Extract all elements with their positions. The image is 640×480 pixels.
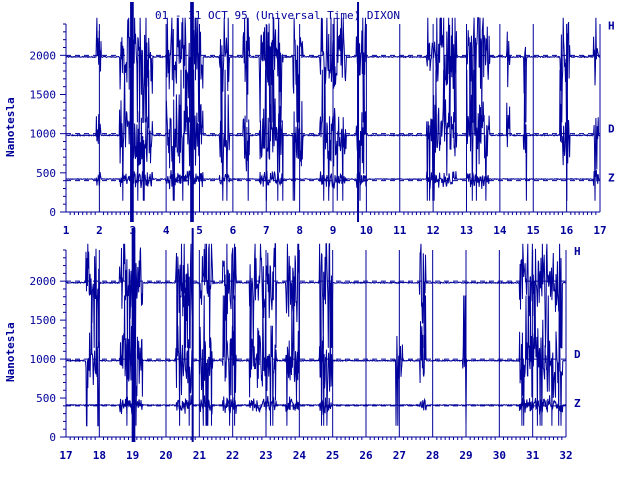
y-tick-label: 2000: [30, 49, 57, 62]
chart-title: 01 - 31 OCT 95 (Universal Time) DIXON: [155, 9, 400, 22]
y-tick-label: 2000: [30, 275, 57, 288]
series-label-D: D: [574, 348, 581, 361]
y-axis-label-top: Nanotesla: [4, 97, 17, 157]
x-tick-label: 9: [330, 224, 337, 237]
x-tick-label: 12: [427, 224, 440, 237]
x-tick-label: 16: [560, 224, 574, 237]
x-tick-label: 17: [593, 224, 606, 237]
x-tick-label: 6: [230, 224, 237, 237]
x-tick-label: 24: [293, 449, 307, 462]
y-tick-label: 0: [49, 431, 56, 444]
x-tick-label: 30: [493, 449, 506, 462]
panel-oct-17-32: 0 500 1000 1500 2000 17 18 19 20 21 22 23 24 25 26 27 28…: [30, 228, 581, 462]
y-tick-label: 500: [36, 392, 56, 405]
x-tick-label: 14: [493, 224, 507, 237]
x-tick-label: 4: [163, 224, 170, 237]
x-tick-label: 13: [460, 224, 473, 237]
y-tick-label: 500: [36, 167, 56, 180]
x-tick-label: 7: [263, 224, 270, 237]
x-tick-label: 8: [296, 224, 303, 237]
series-Z-trace: [65, 169, 601, 190]
x-tick-label: 15: [527, 224, 540, 237]
y-axis-label-bottom: Nanotesla: [4, 322, 17, 382]
y-tick-label: 1000: [30, 353, 57, 366]
x-tick-label: 28: [426, 449, 439, 462]
panel-oct-01-17: 0500100015002000123456789101112131415161…: [30, 2, 615, 237]
x-tick-label: 5: [196, 224, 203, 237]
series-D-trace: [65, 295, 567, 427]
x-tick-label: 26: [359, 449, 373, 462]
x-tick-label: 31: [526, 449, 540, 462]
x-tick-label: 11: [393, 224, 407, 237]
x-tick-label: 17: [59, 449, 72, 462]
x-tick-label: 18: [93, 449, 106, 462]
x-tick-label: 19: [126, 449, 139, 462]
series-label-Z: Z: [608, 172, 615, 185]
series-label-D: D: [608, 123, 615, 136]
y-tick-label: 0: [49, 206, 56, 219]
x-tick-label: 25: [326, 449, 339, 462]
x-tick-label: 32: [559, 449, 572, 462]
series-label-H: H: [574, 245, 581, 258]
x-tick-label: 29: [459, 449, 472, 462]
x-tick-label: 2: [96, 224, 103, 237]
series-D-trace: [65, 69, 601, 201]
series-H-trace: [65, 242, 567, 349]
x-tick-label: 20: [159, 449, 172, 462]
x-tick-label: 22: [226, 449, 239, 462]
x-tick-label: 27: [393, 449, 406, 462]
y-tick-label: 1000: [30, 128, 57, 141]
x-tick-label: 10: [360, 224, 373, 237]
series-Z-trace: [65, 395, 567, 415]
series-H-trace: [65, 17, 601, 123]
x-tick-label: 1: [63, 224, 70, 237]
x-tick-label: 21: [193, 449, 207, 462]
series-label-Z: Z: [574, 397, 581, 410]
y-tick-label: 1500: [30, 89, 57, 102]
x-tick-label: 23: [259, 449, 272, 462]
y-tick-label: 1500: [30, 314, 57, 327]
series-label-H: H: [608, 19, 615, 32]
